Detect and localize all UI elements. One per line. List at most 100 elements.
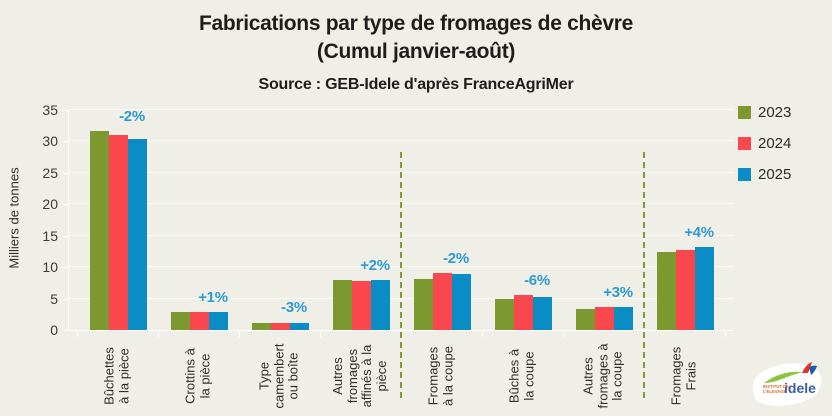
- x-axis-label-text: Autres fromages affinés à la pièce: [330, 344, 389, 408]
- x-tick-mark: [157, 330, 159, 337]
- bar-group: [564, 110, 645, 330]
- bar-2023: [656, 252, 676, 330]
- legend-item-2025: 2025: [738, 166, 791, 183]
- bar-group: [240, 110, 321, 330]
- y-tick-label: 15: [42, 227, 58, 244]
- change-annotation: -2%: [119, 107, 145, 125]
- bar-2024: [108, 135, 128, 330]
- y-tick-mark: [63, 298, 68, 300]
- change-annotation: +2%: [360, 256, 390, 274]
- change-annotation: +1%: [198, 288, 228, 306]
- y-tick-mark: [63, 141, 68, 143]
- bar-2025: [451, 274, 471, 330]
- bar-2024: [432, 272, 452, 330]
- change-annotation: -6%: [524, 271, 550, 289]
- bar-group: [402, 110, 483, 330]
- x-tick-mark: [238, 330, 240, 337]
- gridline: [69, 297, 734, 299]
- y-tick-mark: [63, 204, 68, 206]
- bar-2025: [532, 296, 552, 330]
- group-separator-line: [642, 152, 645, 398]
- legend-swatch: [738, 106, 751, 119]
- bar-2024: [189, 311, 209, 330]
- source-caption: Source : GEB-Idele d'après FranceAgriMer: [258, 76, 574, 93]
- change-annotation: +4%: [684, 224, 714, 242]
- chart-subtitle: (Cumul janvier-août): [316, 40, 516, 63]
- idele-logo-graphic: idele INSTITUT DE L'ÉLEVAGE: [752, 362, 822, 406]
- y-tick-label: 25: [42, 164, 58, 181]
- bar-2023: [170, 312, 190, 330]
- gridline: [69, 234, 734, 236]
- idele-logo: idele INSTITUT DE L'ÉLEVAGE: [746, 359, 826, 412]
- gridline: [69, 203, 734, 205]
- chart-title: Fabrications par type de fromages de chè…: [198, 12, 634, 35]
- x-axis-label-text: Bûchettes à la pièce: [101, 347, 132, 405]
- legend-swatch: [738, 168, 751, 181]
- bar-group: [78, 110, 159, 330]
- bar-2023: [575, 308, 595, 330]
- bar-2023: [89, 130, 109, 330]
- bar-2024: [513, 294, 533, 330]
- bar-group: [483, 110, 564, 330]
- plot-area: -2% +1% -3% +2% -2% -6% +3% +4%: [68, 107, 734, 331]
- y-tick-label: 0: [50, 322, 58, 338]
- x-axis-label-text: Type camembert ou boîte: [256, 343, 301, 409]
- x-tick-mark: [562, 330, 564, 337]
- logo-green-swoosh: [764, 371, 802, 383]
- bar-2025: [694, 247, 714, 330]
- y-tick-mark: [63, 330, 68, 331]
- x-axis-label-text: Fromages Frais: [668, 346, 699, 406]
- bar-group: [159, 110, 240, 330]
- x-tick-mark: [319, 330, 321, 337]
- gridline: [69, 109, 734, 110]
- gridline: [69, 171, 734, 173]
- legend-label: 2023: [758, 104, 792, 121]
- x-axis-label-text: Fromages à la coupe: [425, 346, 456, 406]
- logo-small-text-1: INSTITUT DE: [763, 384, 789, 389]
- legend-label: 2024: [758, 135, 792, 152]
- legend-swatch: [738, 137, 751, 150]
- gridline: [69, 140, 734, 142]
- bar-2023: [494, 299, 514, 330]
- logo-background-shape: [752, 363, 822, 406]
- legend-item-2024: 2024: [738, 135, 791, 152]
- bar-2024: [351, 281, 371, 330]
- bar-2024: [594, 307, 614, 330]
- y-tick-label: 5: [50, 290, 58, 307]
- logo-small-text-2: L'ÉLEVAGE: [763, 389, 786, 394]
- bar-2025: [208, 311, 228, 330]
- bar-2025: [613, 306, 633, 330]
- y-tick-label: 35: [42, 102, 58, 118]
- x-tick-mark: [481, 330, 483, 337]
- x-tick-mark: [724, 330, 726, 337]
- x-axis-label-text: Bûches à la coupe: [506, 348, 537, 404]
- y-tick-label: 30: [42, 133, 58, 150]
- y-tick-mark: [63, 172, 68, 174]
- logo-red-mark: [802, 362, 812, 373]
- y-axis-title: Milliers de tonnes: [6, 167, 22, 269]
- change-annotation: -3%: [281, 299, 307, 317]
- legend-item-2023: 2023: [738, 104, 791, 121]
- y-tick-mark: [63, 110, 68, 111]
- bar-2024: [675, 250, 695, 330]
- x-tick-mark: [76, 330, 78, 337]
- x-axis-label-text: Crottins à la pièce: [182, 348, 213, 404]
- bar-2023: [332, 279, 352, 330]
- legend: 2023 2024 2025: [738, 104, 791, 197]
- x-axis-label-text: Autres fromages à la coupe: [580, 343, 625, 409]
- bar-2023: [413, 278, 433, 330]
- legend-label: 2025: [758, 166, 792, 183]
- y-tick-label: 20: [42, 196, 58, 213]
- bar-2023: [251, 323, 271, 330]
- logo-blue-mark: [809, 365, 817, 375]
- logo-brand-text: idele: [784, 380, 816, 396]
- y-tick-label: 10: [42, 259, 58, 276]
- y-tick-mark: [63, 235, 68, 237]
- bar-group: [321, 110, 402, 330]
- change-annotation: +3%: [603, 283, 633, 301]
- change-annotation: -2%: [443, 249, 469, 267]
- y-tick-mark: [63, 267, 68, 269]
- bar-2024: [270, 322, 290, 330]
- bar-group: [645, 110, 726, 330]
